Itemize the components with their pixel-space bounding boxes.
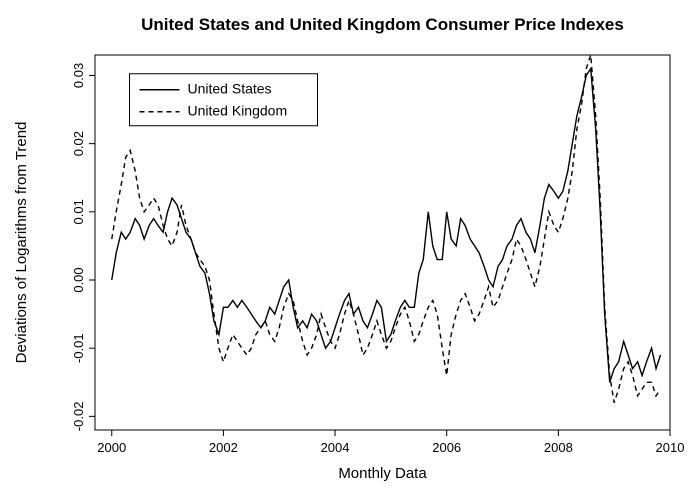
y-tick-label: -0.01 [71,333,86,363]
x-tick-label: 2010 [656,440,685,455]
x-tick-label: 2002 [209,440,238,455]
y-tick-label: -0.02 [71,402,86,432]
y-tick-label: 0.00 [71,267,86,292]
x-axis-label: Monthly Data [338,465,427,482]
legend-label-0: United States [188,80,272,96]
chart-container: United States and United Kingdom Consume… [0,0,700,500]
y-tick-label: 0.02 [71,131,86,156]
chart-background [0,0,700,500]
y-axis-label: Deviations of Logarithms from Trend [13,122,30,364]
x-tick-label: 2008 [544,440,573,455]
x-tick-label: 2006 [432,440,461,455]
chart-svg: United States and United Kingdom Consume… [0,0,700,500]
legend-label-1: United Kingdom [188,102,288,118]
chart-title: United States and United Kingdom Consume… [141,15,624,34]
x-tick-label: 2004 [321,440,350,455]
y-tick-label: 0.03 [71,63,86,88]
x-tick-label: 2000 [97,440,126,455]
y-tick-label: 0.01 [71,199,86,224]
